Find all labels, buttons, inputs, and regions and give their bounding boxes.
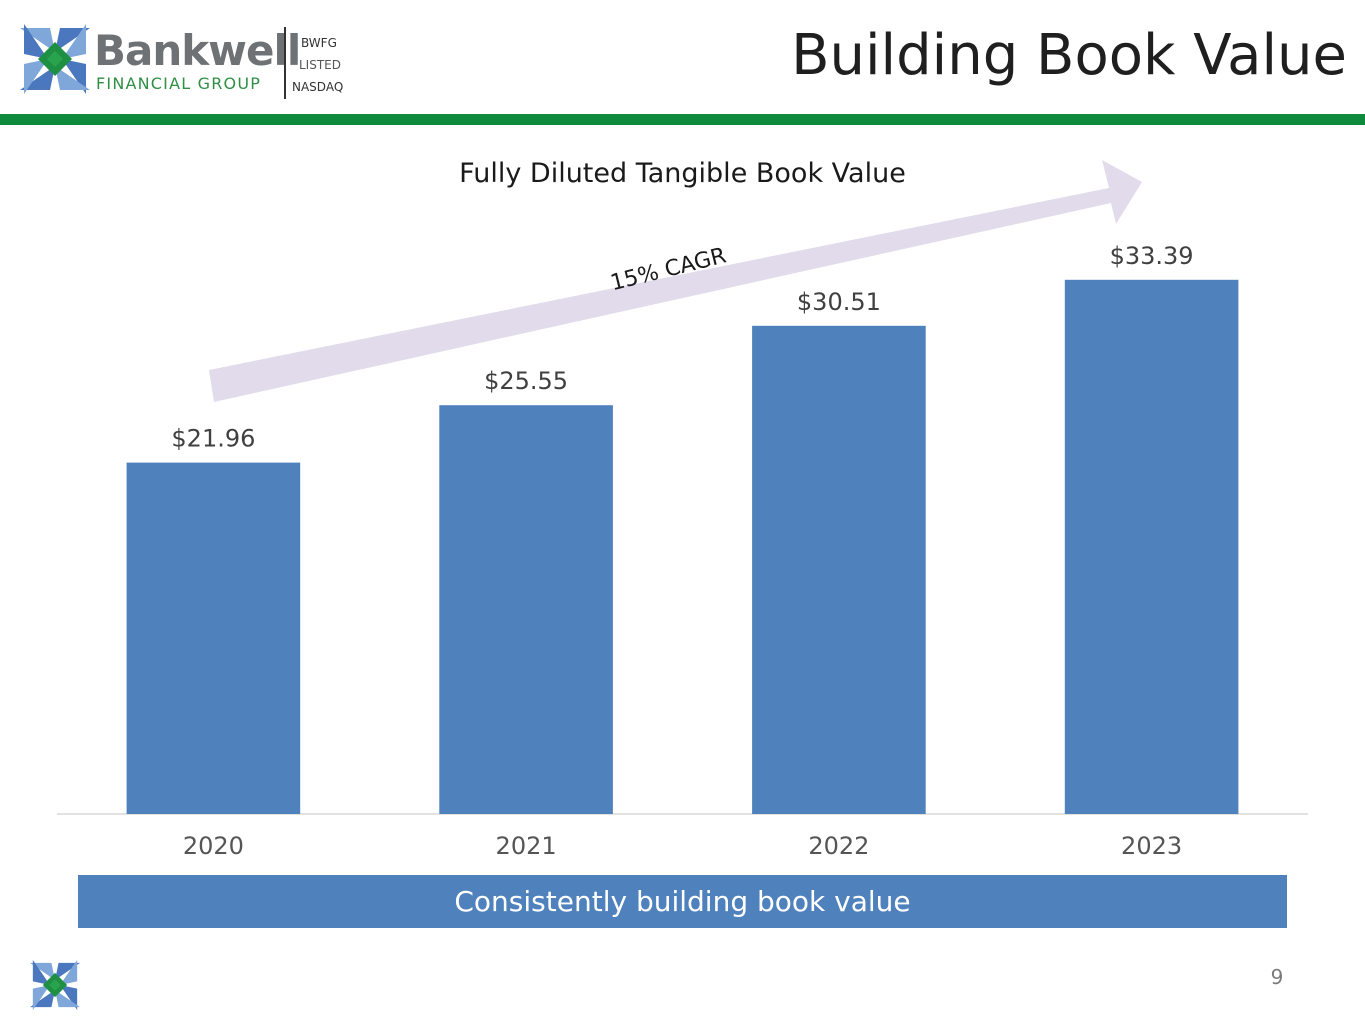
value-label-2020: $21.96 xyxy=(171,425,255,453)
exchange-name: NASDAQ xyxy=(292,80,344,94)
brand-subtitle: FINANCIAL GROUP xyxy=(96,74,262,93)
header-rule xyxy=(0,114,1365,125)
category-label-2020: 2020 xyxy=(183,832,244,860)
trend-arrow-icon xyxy=(209,160,1142,402)
bar-2021 xyxy=(439,405,613,814)
ticker-symbol: BWFG xyxy=(301,36,337,50)
value-label-2022: $30.51 xyxy=(797,288,881,316)
summary-banner: Consistently building book value xyxy=(78,875,1287,928)
bankwell-star-icon xyxy=(20,24,90,94)
page-number: 9 xyxy=(1270,965,1284,989)
listed-label: LISTED xyxy=(299,58,341,72)
chart-title: Fully Diluted Tangible Book Value xyxy=(459,158,906,189)
page-title: Building Book Value xyxy=(791,23,1347,88)
category-label-2021: 2021 xyxy=(496,832,557,860)
value-label-2023: $33.39 xyxy=(1110,242,1194,270)
bar-2020 xyxy=(126,462,301,814)
value-label-2021: $25.55 xyxy=(484,367,568,395)
bar-2022 xyxy=(752,325,926,814)
footer-logo-icon xyxy=(30,960,80,1010)
bar-2023 xyxy=(1064,279,1239,814)
category-label-2022: 2022 xyxy=(808,832,869,860)
logo-divider xyxy=(284,27,286,99)
listing-info: BWFG LISTED NASDAQ xyxy=(292,32,352,98)
category-label-2023: 2023 xyxy=(1121,832,1182,860)
brand-name: Bankwell xyxy=(94,26,301,75)
slide-header: Bankwell FINANCIAL GROUP BWFG LISTED NAS… xyxy=(0,0,1365,112)
